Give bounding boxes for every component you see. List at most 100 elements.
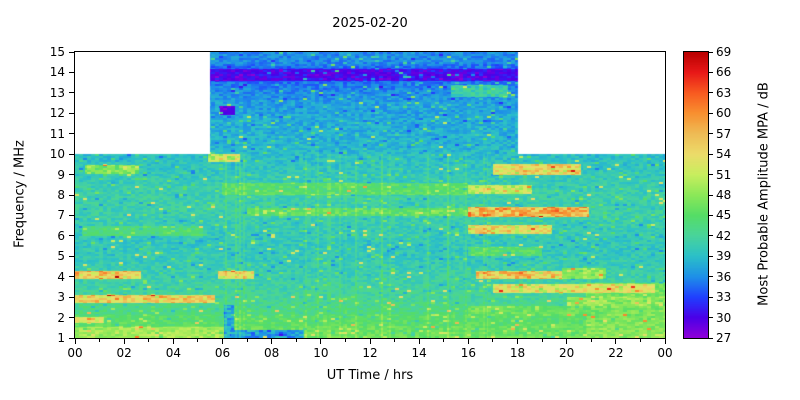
x-minor-tick xyxy=(148,339,150,342)
x-minor-tick xyxy=(246,339,248,342)
x-tick xyxy=(172,339,174,344)
x-minor-tick xyxy=(443,339,445,342)
y-tick xyxy=(69,92,74,94)
y-tick xyxy=(69,153,74,155)
y-tick-label: 9 xyxy=(57,167,65,182)
x-tick-label: 00 xyxy=(67,346,83,360)
colorbar-tick xyxy=(709,214,713,216)
colorbar-tick xyxy=(709,317,713,319)
y-tick xyxy=(69,194,74,196)
colorbar-tick-label: 30 xyxy=(716,310,732,325)
x-tick xyxy=(271,339,273,344)
x-minor-tick xyxy=(492,339,494,342)
colorbar-tick-label: 33 xyxy=(716,290,732,305)
y-tick xyxy=(69,255,74,257)
x-tick-label: 02 xyxy=(116,346,132,360)
colorbar-tick xyxy=(709,92,713,94)
y-tick xyxy=(69,51,74,53)
y-tick xyxy=(69,133,74,135)
colorbar-tick-label: 27 xyxy=(716,331,732,345)
colorbar-tick xyxy=(709,296,713,298)
colorbar-canvas xyxy=(684,52,708,338)
colorbar-tick xyxy=(709,153,713,155)
x-minor-tick xyxy=(197,339,199,342)
colorbar-tick-label: 69 xyxy=(716,45,732,59)
colorbar-tick-label: 60 xyxy=(716,106,732,121)
y-tick xyxy=(69,276,74,278)
x-minor-tick xyxy=(541,339,543,342)
x-tick-label: 00 xyxy=(657,346,673,360)
y-tick xyxy=(69,317,74,319)
colorbar-tick-label: 66 xyxy=(716,65,732,80)
y-tick xyxy=(69,174,74,176)
x-tick xyxy=(467,339,469,344)
y-tick-label: 13 xyxy=(49,85,65,100)
x-minor-tick xyxy=(590,339,592,342)
x-tick xyxy=(74,339,76,344)
x-tick-label: 18 xyxy=(509,346,526,360)
x-tick xyxy=(222,339,223,344)
x-tick-label: 20 xyxy=(559,346,575,360)
x-tick-label: 16 xyxy=(460,346,476,360)
colorbar-tick-label: 54 xyxy=(716,147,732,162)
y-tick-label: 10 xyxy=(49,147,65,162)
y-tick xyxy=(69,337,74,339)
heatmap-canvas xyxy=(75,52,665,338)
y-axis-label: Frequency / MHz xyxy=(12,140,28,248)
x-axis-label: UT Time / hrs xyxy=(326,368,414,383)
colorbar-tick xyxy=(709,112,713,114)
colorbar-tick-label: 42 xyxy=(716,228,732,243)
x-tick xyxy=(615,339,617,344)
colorbar-tick xyxy=(709,51,713,53)
colorbar-tick-label: 51 xyxy=(716,167,732,182)
colorbar-tick-label: 36 xyxy=(716,269,732,284)
x-tick xyxy=(517,339,518,344)
x-tick-label: 10 xyxy=(313,346,329,360)
y-tick xyxy=(69,112,74,114)
x-minor-tick xyxy=(99,339,101,342)
y-tick-label: 3 xyxy=(57,290,65,305)
colorbar-tick xyxy=(709,194,713,196)
x-tick xyxy=(664,339,666,344)
x-tick-label: 14 xyxy=(411,346,427,360)
x-tick xyxy=(418,339,420,344)
colorbar-tick-label: 39 xyxy=(716,249,732,264)
colorbar-tick xyxy=(709,133,713,135)
colorbar-tick-label: 45 xyxy=(716,208,732,223)
heatmap-plot-area xyxy=(74,51,666,339)
y-tick xyxy=(69,235,74,237)
colorbar xyxy=(683,51,709,339)
colorbar-tick xyxy=(709,255,713,257)
colorbar-tick xyxy=(709,235,713,237)
x-tick xyxy=(320,339,322,344)
colorbar-tick xyxy=(709,174,713,176)
y-tick-label: 2 xyxy=(57,310,65,325)
x-tick xyxy=(369,339,371,344)
colorbar-tick xyxy=(709,337,713,339)
x-minor-tick xyxy=(344,339,346,342)
x-tick-label: 12 xyxy=(362,346,378,360)
y-tick-label: 15 xyxy=(49,45,65,59)
colorbar-tick-label: 63 xyxy=(716,85,732,100)
x-minor-tick xyxy=(295,339,297,342)
x-minor-tick xyxy=(639,339,641,342)
y-tick-label: 4 xyxy=(57,269,65,284)
colorbar-tick-label: 48 xyxy=(716,188,732,202)
chart-title: 2025-02-20 xyxy=(332,16,408,31)
x-minor-tick xyxy=(394,339,396,342)
colorbar-tick-label: 57 xyxy=(716,126,732,141)
y-tick xyxy=(69,71,74,73)
y-tick-label: 11 xyxy=(49,126,65,141)
colorbar-tick xyxy=(709,71,713,73)
y-tick-label: 12 xyxy=(49,106,65,121)
x-tick-label: 04 xyxy=(165,346,181,360)
y-tick-label: 1 xyxy=(57,331,65,345)
x-tick xyxy=(566,339,568,344)
y-tick xyxy=(69,296,74,298)
y-tick-label: 8 xyxy=(57,188,65,202)
colorbar-tick xyxy=(709,276,713,278)
colorbar-label: Most Probable Amplitude MPA / dB xyxy=(756,82,772,306)
x-tick-label: 06 xyxy=(214,346,231,360)
x-tick-label: 22 xyxy=(608,346,624,360)
